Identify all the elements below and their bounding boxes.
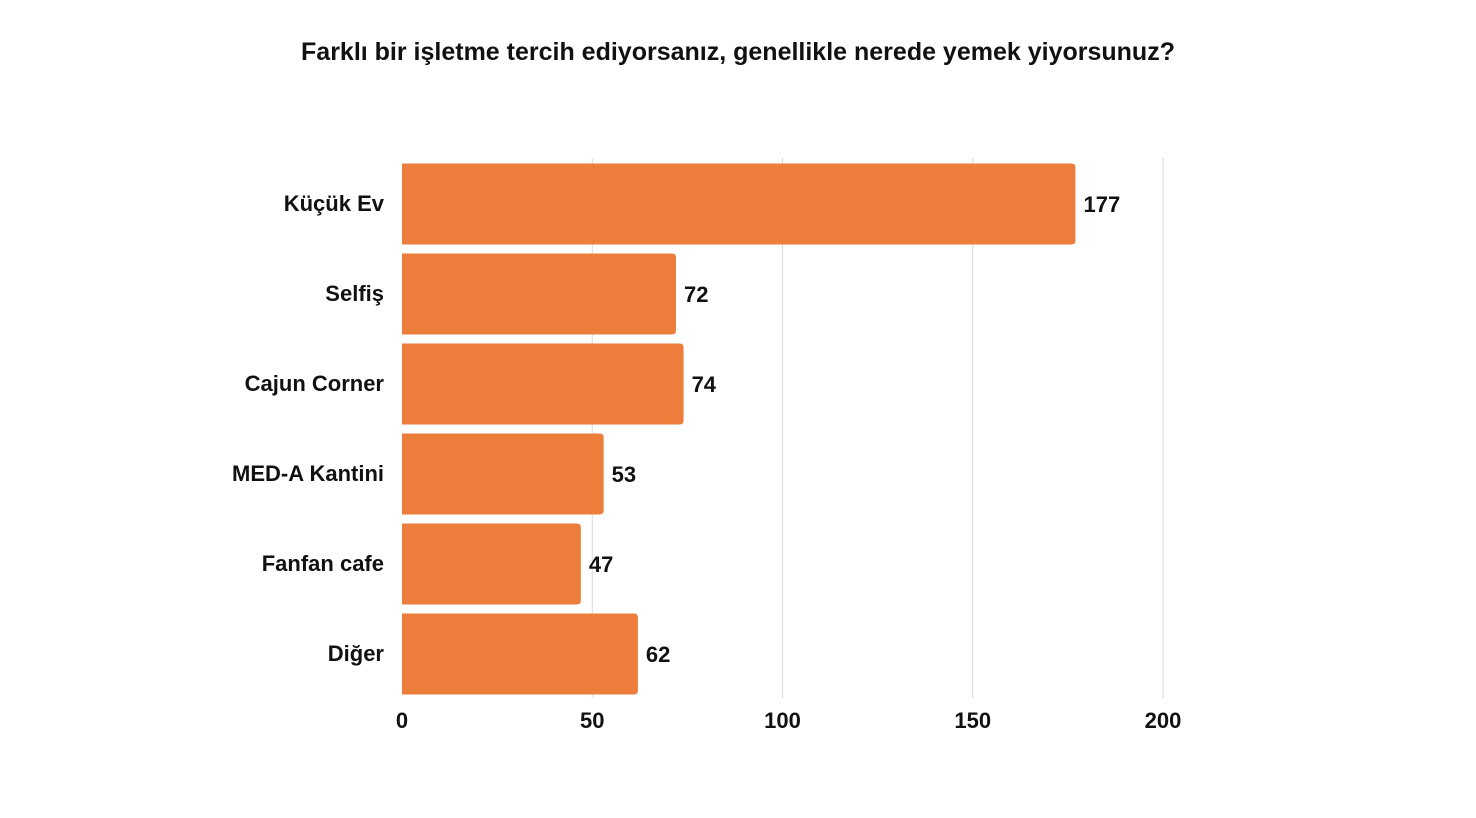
category-label: Cajun Corner [245, 371, 385, 396]
data-label: 72 [684, 282, 708, 307]
x-tick-label: 200 [1145, 708, 1182, 733]
bar [402, 343, 684, 425]
data-label: 53 [612, 462, 636, 487]
category-label: Fanfan cafe [262, 551, 384, 576]
category-labels: Küçük Ev Selfiş Cajun Corner MED-A Kantini F… [232, 191, 385, 666]
x-axis-ticks: 0 50 100 150 200 [396, 708, 1181, 733]
data-label: 62 [646, 642, 670, 667]
x-tick-label: 100 [764, 708, 801, 733]
bar [402, 253, 676, 335]
data-labels: 177 72 74 53 47 62 [589, 192, 1120, 667]
data-label: 74 [692, 372, 717, 397]
category-label: Selfiş [325, 281, 384, 306]
data-label: 177 [1083, 192, 1120, 217]
x-tick-label: 150 [954, 708, 991, 733]
category-label: Diğer [328, 641, 385, 666]
x-tick-label: 0 [396, 708, 408, 733]
data-label: 47 [589, 552, 613, 577]
bar [402, 163, 1076, 245]
bar [402, 433, 604, 515]
bar [402, 523, 581, 605]
bar [402, 613, 638, 695]
category-label: MED-A Kantini [232, 461, 384, 486]
chart-title: Farklı bir işletme tercih ediyorsanız, g… [301, 38, 1175, 66]
x-tick-label: 50 [580, 708, 604, 733]
category-label: Küçük Ev [284, 191, 385, 216]
grid-lines [591, 158, 1164, 698]
bars [402, 163, 1076, 695]
